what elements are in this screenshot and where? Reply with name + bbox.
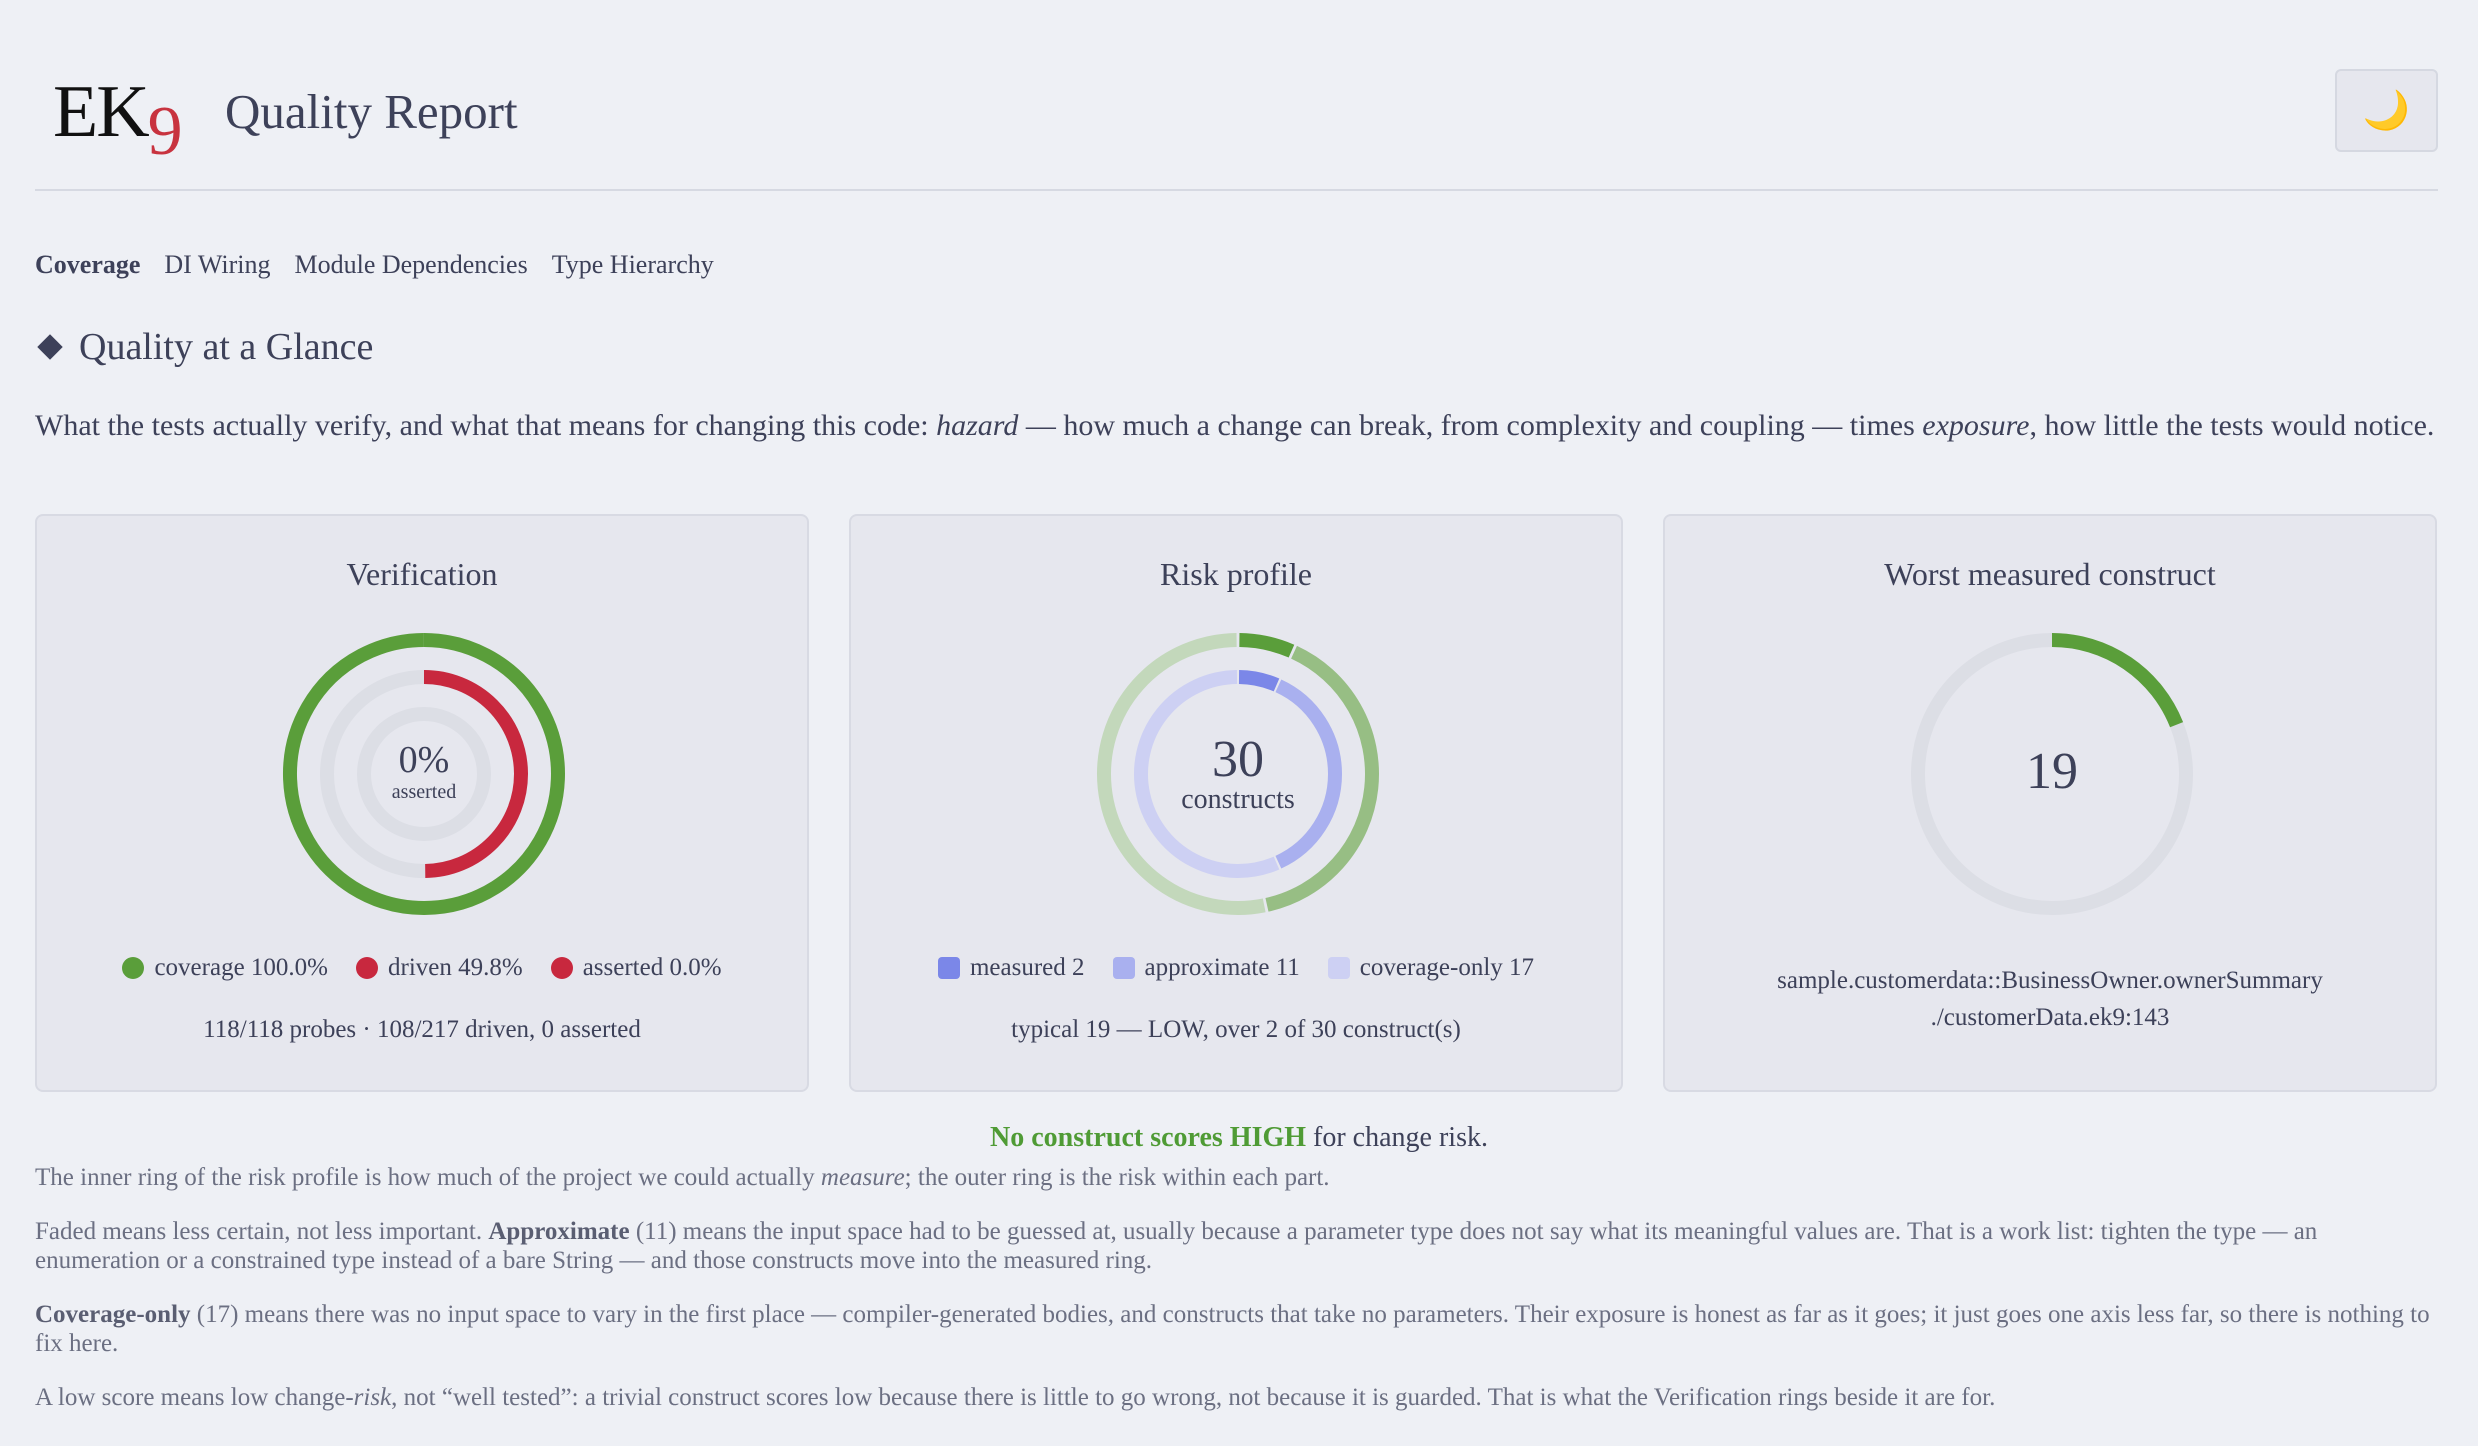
construct-label: constructs [1181, 784, 1295, 815]
note-text: , not “well tested”: a trivial construct… [391, 1384, 1996, 1411]
note-text: A low score means low change- [35, 1384, 354, 1411]
note-text: The inner ring of the risk profile is ho… [35, 1164, 821, 1191]
tab-di-wiring[interactable]: DI Wiring [164, 250, 271, 279]
note-paragraph: The inner ring of the risk profile is ho… [35, 1163, 2440, 1192]
moon-icon: 🌙 [2362, 89, 2411, 132]
header: EK9 Quality Report 🌙 [35, 55, 2438, 191]
coverage-only-swatch-icon [1327, 957, 1350, 979]
note-paragraph: Faded means less certain, not less impor… [35, 1217, 2440, 1275]
intro-text: What the tests actually verify, and what… [35, 408, 2440, 444]
note-paragraph: Coverage-only (17) means there was no in… [35, 1300, 2440, 1358]
legend-item: coverage-only 17 [1327, 954, 1535, 982]
approximate-arc [1275, 679, 1342, 869]
approximate-swatch-icon [1112, 957, 1135, 979]
risk-headline: No construct scores HIGH for change risk… [0, 1122, 2478, 1154]
note-emphasis: risk [353, 1384, 392, 1411]
note-bold: Approximate [488, 1218, 630, 1245]
headline-rest: for change risk. [1306, 1122, 1488, 1153]
legend-item: coverage 100.0% [122, 954, 328, 982]
section-heading: Quality at a Glance [35, 325, 373, 369]
note-text: ; the outer ring is the risk within each… [904, 1164, 1330, 1191]
legend-label: asserted 0.0% [582, 954, 722, 981]
legend-item: measured 2 [937, 954, 1085, 982]
legend-item: asserted 0.0% [550, 954, 722, 982]
asserted-track [357, 707, 491, 841]
verification-card: Verification 0% asserted coverage 100.0%… [35, 514, 809, 1092]
worst-construct-path: sample.customerdata::BusinessOwner.owner… [1665, 962, 2435, 1036]
risk-gauge: 30 constructs [1097, 633, 1379, 915]
diamond-icon [37, 334, 63, 360]
outer-risk-mid-arc [1265, 645, 1379, 912]
tab-coverage[interactable]: Coverage [35, 250, 141, 279]
note-paragraph: A low score means low change-risk, not “… [35, 1383, 2440, 1412]
green-dot-icon [122, 957, 145, 979]
card-title: Verification [346, 556, 498, 592]
note-bold: Coverage-only [35, 1301, 191, 1328]
coverage-ring-arc [282, 633, 565, 915]
measured-arc [1238, 670, 1280, 692]
legend-label: driven 49.8% [388, 954, 523, 981]
legend-label: measured 2 [969, 954, 1085, 981]
legend-item: approximate 11 [1112, 954, 1300, 982]
risk-caption: typical 19 — LOW, over 2 of 30 construct… [1011, 1016, 1461, 1043]
note-text: (17) means there was no input space to v… [35, 1301, 2430, 1357]
logo-text: EK [53, 71, 150, 153]
construct-location[interactable]: ./customerData.ek9:143 [1930, 1004, 2170, 1031]
asserted-percent: 0% [399, 739, 450, 781]
note-text: (11) means the input space had to be gue… [35, 1218, 2318, 1274]
intro-part: What the tests actually verify, and what… [35, 409, 937, 442]
intro-part: , how little the tests would notice. [2029, 409, 2435, 442]
legend-label: approximate 11 [1144, 954, 1300, 981]
note-emphasis: measure [820, 1164, 905, 1191]
tab-bar: Coverage DI Wiring Module Dependencies T… [35, 250, 714, 280]
construct-count: 30 [1212, 731, 1264, 788]
intro-hazard: hazard [936, 409, 1019, 442]
coverage-only-arc [1134, 670, 1280, 878]
tab-module-dependencies[interactable]: Module Dependencies [294, 250, 528, 279]
card-title: Worst measured construct [1884, 556, 2216, 592]
risk-profile-card: Risk profile 30 constructs measured 2 ap… [849, 514, 1623, 1092]
legend-label: coverage 100.0% [154, 954, 328, 981]
intro-exposure: exposure [1922, 409, 2030, 442]
note-text: Faded means less certain, not less impor… [35, 1218, 489, 1245]
verification-legend: coverage 100.0% driven 49.8% asserted 0.… [37, 954, 807, 982]
card-title: Risk profile [1160, 556, 1312, 592]
red-dot-icon [550, 957, 573, 979]
driven-ring-arc [423, 670, 528, 878]
tab-type-hierarchy[interactable]: Type Hierarchy [551, 250, 714, 279]
outer-risk-strong-arc [1239, 633, 1295, 658]
logo-digit: 9 [147, 93, 183, 170]
page-title: Quality Report [225, 84, 518, 139]
asserted-label: asserted [392, 781, 456, 803]
worst-score: 19 [2026, 743, 2078, 800]
theme-toggle-button[interactable]: 🌙 [2335, 69, 2438, 152]
legend-label: coverage-only 17 [1359, 954, 1535, 981]
worst-score-arc [2051, 633, 2184, 728]
worst-construct-card: Worst measured construct 19 sample.custo… [1663, 514, 2437, 1092]
worst-gauge: 19 [1911, 633, 2193, 915]
explanation-notes: The inner ring of the risk profile is ho… [35, 1163, 2440, 1437]
verification-caption: 118/118 probes · 108/217 driven, 0 asser… [203, 1016, 641, 1043]
ek9-logo: EK9 [53, 75, 183, 167]
red-dot-icon [356, 957, 378, 979]
construct-name[interactable]: sample.customerdata::BusinessOwner.owner… [1777, 967, 2323, 994]
measured-swatch-icon [937, 957, 960, 979]
verification-gauge: 0% asserted [282, 633, 565, 915]
headline-highlight: No construct scores HIGH [990, 1122, 1307, 1153]
intro-part: — how much a change can break, from comp… [1018, 409, 1923, 442]
risk-legend: measured 2 approximate 11 coverage-only … [851, 954, 1621, 982]
section-title: Quality at a Glance [79, 326, 374, 368]
legend-item: driven 49.8% [356, 954, 523, 982]
outer-risk-faint-arc [1097, 633, 1266, 915]
